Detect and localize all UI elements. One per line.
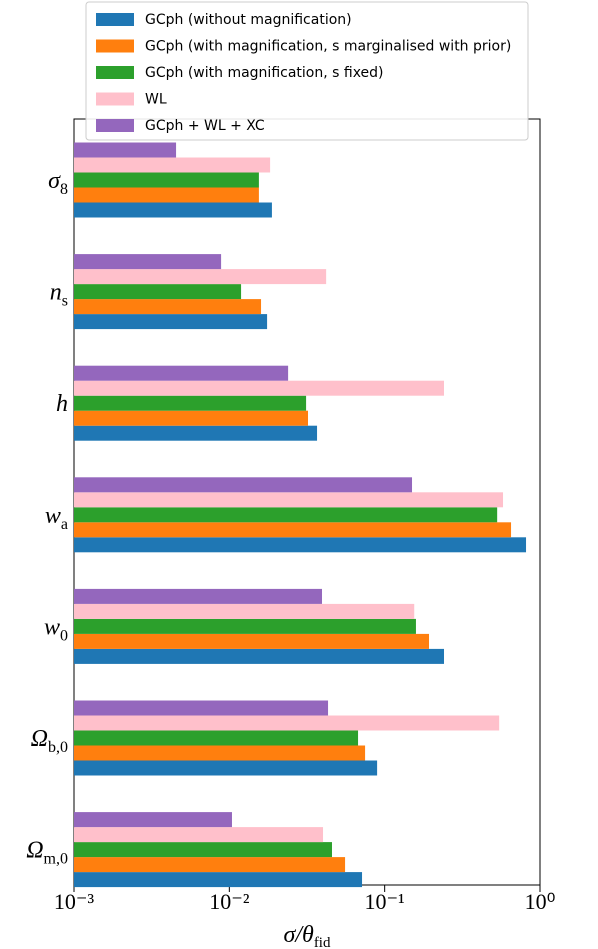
bar: [74, 157, 271, 173]
bar: [74, 537, 527, 553]
bar: [74, 380, 445, 396]
x-axis-label: σ/θfid: [284, 922, 331, 949]
y-label-main: w: [45, 503, 61, 529]
bar: [74, 284, 242, 300]
legend-swatch: [96, 66, 134, 79]
legend-swatch: [96, 92, 134, 106]
y-label-main: Ω: [31, 726, 48, 752]
x-tick-label: 10⁻¹: [365, 889, 405, 914]
y-label-main: n: [50, 280, 62, 306]
bar: [74, 395, 307, 411]
bar: [74, 730, 359, 746]
legend-label: GCph + WL + XC: [145, 118, 265, 134]
y-tick-label: σ8: [48, 168, 68, 198]
x-tick-label: 10⁻²: [209, 889, 250, 914]
legend-label: GCph (with magnification, s marginalised…: [145, 39, 511, 55]
y-label-main: w: [44, 614, 60, 640]
bar: [74, 269, 327, 285]
legend-label: GCph (without magnification): [145, 12, 352, 28]
y-tick-label: w0: [44, 614, 68, 644]
bar: [74, 648, 445, 664]
y-label-sub: b,0: [48, 739, 68, 756]
bar: [74, 314, 268, 330]
bar: [74, 202, 272, 218]
y-label-sub: s: [62, 293, 68, 310]
bar: [74, 872, 363, 888]
bar: [74, 254, 222, 270]
bar: [74, 857, 346, 873]
legend-swatch: [96, 119, 134, 132]
legend-swatch: [96, 13, 134, 26]
y-label-main: h: [56, 391, 68, 417]
legend-label: WL: [145, 92, 167, 108]
bar: [74, 410, 309, 426]
bar: [74, 507, 498, 523]
bar: [74, 365, 289, 381]
x-label-sub: fid: [314, 935, 331, 949]
bar: [74, 633, 430, 649]
bar: [74, 588, 323, 604]
bar: [74, 187, 259, 203]
y-label-sub: 0: [60, 627, 68, 644]
bar: [74, 172, 259, 188]
y-label-main: σ: [48, 168, 61, 194]
bar: [74, 827, 324, 843]
x-label-main: σ/θ: [284, 922, 315, 948]
y-tick-label: ns: [50, 280, 68, 310]
legend: GCph (without magnification) GCph (with m…: [85, 1, 529, 141]
bar: [74, 618, 416, 634]
legend-swatch: [96, 39, 134, 53]
bar: [74, 477, 413, 493]
x-tick-label: 10⁰: [525, 889, 556, 914]
bar: [74, 760, 378, 776]
y-label-sub: m,0: [44, 851, 68, 868]
bar: [74, 492, 504, 508]
legend-label: GCph (with magnification, s fixed): [145, 65, 384, 81]
y-tick-label: Ωm,0: [26, 838, 68, 868]
bar: [74, 842, 332, 858]
bar: [74, 812, 232, 828]
bar: [74, 715, 500, 731]
bar: [74, 603, 415, 619]
bar: [74, 522, 512, 538]
bar: [74, 299, 262, 315]
y-tick-label: h: [56, 391, 68, 417]
y-label-sub: 8: [60, 181, 68, 198]
x-tick-label: 10⁻³: [54, 889, 95, 914]
bar: [74, 700, 329, 716]
bar: [74, 745, 366, 761]
bar: [74, 142, 177, 158]
y-label-main: Ω: [26, 838, 43, 864]
y-tick-label: Ωb,0: [31, 726, 68, 756]
y-label-sub: a: [61, 516, 68, 533]
bar: [74, 425, 318, 441]
legend-box: [85, 1, 529, 141]
y-tick-label: wa: [45, 503, 68, 533]
